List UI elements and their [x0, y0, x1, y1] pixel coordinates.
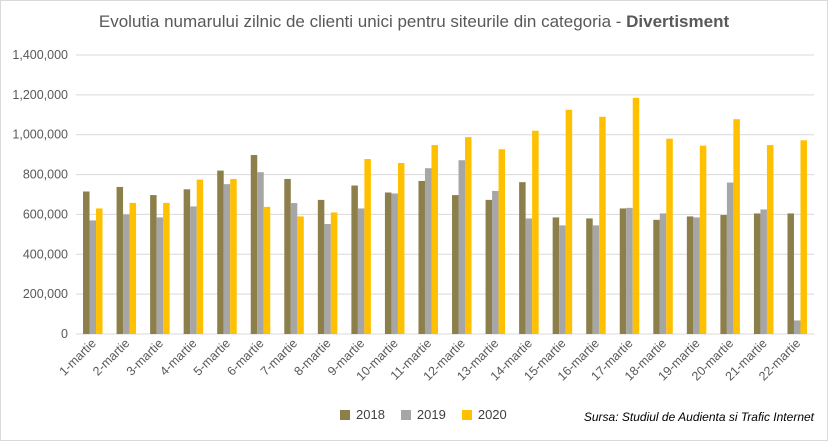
- y-tick-label: 1,400,000: [12, 48, 68, 62]
- y-tick-label: 0: [61, 327, 68, 341]
- bar-2018-21-martie: [753, 213, 761, 334]
- bar-2019-13-martie: [492, 190, 499, 334]
- chart-legend: 2018 2019 2020: [340, 407, 507, 422]
- bar-2018-16-martie: [586, 218, 593, 334]
- bar-2020-19-martie: [699, 145, 707, 334]
- bar-2019-3-martie: [156, 217, 164, 334]
- bar-2020-6-martie: [263, 206, 271, 334]
- chart-title: Evolutia numarului zilnic de clienti uni…: [0, 12, 828, 32]
- legend-item-2020: 2020: [461, 407, 507, 422]
- bar-2019-20-martie: [726, 182, 734, 334]
- bar-2018-15-martie: [552, 217, 560, 334]
- bar-2018-9-martie: [351, 185, 358, 334]
- bar-2020-11-martie: [431, 145, 438, 334]
- bar-2020-1-martie: [96, 208, 103, 334]
- bar-2018-3-martie: [150, 195, 157, 334]
- bar-2019-2-martie: [123, 214, 130, 334]
- bar-2018-11-martie: [418, 180, 425, 334]
- bar-2019-21-martie: [760, 209, 767, 334]
- bar-2019-6-martie: [257, 172, 264, 334]
- legend-swatch: [461, 409, 472, 420]
- bar-2018-2-martie: [116, 186, 124, 334]
- bar-2020-22-martie: [800, 140, 807, 334]
- bar-2020-10-martie: [397, 163, 405, 334]
- bar-2018-4-martie: [183, 189, 191, 334]
- bar-2020-13-martie: [498, 149, 506, 334]
- bar-2019-12-martie: [458, 160, 466, 334]
- bar-2018-18-martie: [653, 219, 660, 334]
- legend-swatch: [340, 409, 350, 420]
- legend-swatch: [400, 409, 411, 420]
- bar-2019-7-martie: [290, 203, 298, 334]
- bar-2020-18-martie: [666, 138, 673, 334]
- bar-2018-8-martie: [317, 199, 325, 334]
- bar-2018-7-martie: [284, 178, 291, 334]
- bar-2019-8-martie: [324, 223, 331, 334]
- y-tick-label: 600,000: [23, 207, 68, 221]
- bar-2018-10-martie: [384, 192, 392, 334]
- chart-title-prefix: Evolutia numarului zilnic de clienti uni…: [98, 12, 627, 31]
- bar-2018-20-martie: [720, 215, 727, 334]
- bar-2018-1-martie: [83, 191, 90, 334]
- legend-item-2018: 2018: [340, 407, 385, 422]
- legend-label: 2018: [356, 407, 385, 422]
- legend-label: 2019: [416, 407, 446, 422]
- bar-2019-18-martie: [659, 213, 667, 334]
- bar-2020-9-martie: [364, 159, 371, 334]
- bar-2020-3-martie: [163, 202, 170, 334]
- bar-2019-10-martie: [391, 193, 398, 334]
- bar-2020-8-martie: [330, 212, 338, 334]
- bar-2018-22-martie: [787, 213, 794, 334]
- bar-2020-20-martie: [733, 119, 740, 334]
- y-tick-label: 200,000: [23, 287, 68, 301]
- bar-2020-5-martie: [230, 178, 237, 334]
- bar-2019-4-martie: [190, 206, 197, 334]
- bar-2019-17-martie: [626, 207, 633, 334]
- bar-2018-14-martie: [519, 182, 526, 334]
- bar-2018-19-martie: [686, 216, 694, 334]
- bar-2020-7-martie: [297, 216, 304, 334]
- source-note: Sursa: Studiul de Audienta si Trafic Int…: [583, 410, 814, 424]
- bar-2020-4-martie: [196, 179, 204, 334]
- bar-2020-15-martie: [565, 109, 573, 334]
- bar-2019-5-martie: [223, 184, 231, 334]
- y-tick-label: 800,000: [23, 168, 68, 182]
- bar-2019-15-martie: [559, 225, 566, 334]
- y-tick-label: 400,000: [23, 247, 68, 261]
- bar-2018-6-martie: [250, 155, 258, 334]
- bar-2020-16-martie: [599, 116, 606, 335]
- chart-title-emphasis: Divertisment: [626, 12, 730, 31]
- bar-2020-2-martie: [129, 202, 137, 334]
- bar-2019-9-martie: [357, 208, 365, 334]
- bar-2018-12-martie: [452, 195, 459, 334]
- bar-2019-16-martie: [592, 225, 600, 334]
- bar-2018-13-martie: [485, 199, 493, 334]
- bar-2019-11-martie: [424, 168, 432, 334]
- bar-2019-19-martie: [693, 217, 700, 334]
- bar-2019-1-martie: [89, 220, 97, 334]
- bar-2020-21-martie: [766, 145, 774, 334]
- bar-2020-17-martie: [632, 97, 640, 334]
- legend-item-2019: 2019: [400, 407, 446, 422]
- y-tick-label: 1,000,000: [12, 128, 68, 142]
- bar-2018-17-martie: [619, 208, 627, 334]
- bar-2019-14-martie: [525, 218, 533, 334]
- y-tick-label: 1,200,000: [12, 88, 68, 102]
- bar-2020-14-martie: [532, 130, 539, 334]
- bar-2018-5-martie: [217, 170, 224, 334]
- bar-2019-22-martie: [793, 320, 801, 334]
- bar-2020-12-martie: [465, 137, 472, 334]
- legend-label: 2020: [477, 407, 507, 422]
